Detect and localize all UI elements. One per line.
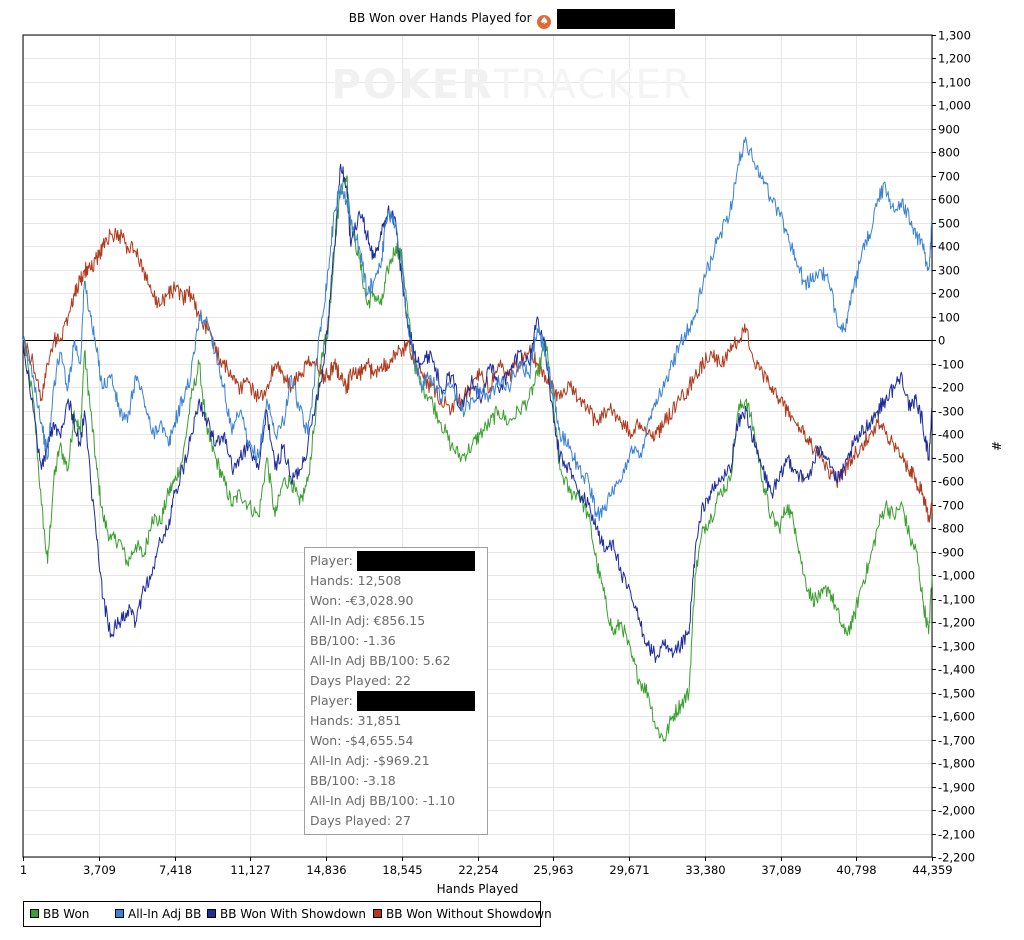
legend-item-without-showdown[interactable]: BB Won Without Showdown <box>373 907 552 921</box>
x-tick-label: 40,798 <box>836 863 876 877</box>
chart-title-text: BB Won over Hands Played for <box>348 11 532 25</box>
series-line-bb-won-with-showdown <box>22 163 933 663</box>
x-tick-label: 37,089 <box>761 863 801 877</box>
y-tick-label: -1,800 <box>938 757 975 771</box>
watermark-tracker: TRACKER <box>493 62 693 108</box>
tooltip-days-1: Days Played: 22 <box>310 673 411 688</box>
y-tick-label: -1,500 <box>938 687 975 701</box>
pokertracker-watermark: POKERTRACKER <box>0 62 1024 108</box>
y-tick-label: -800 <box>938 522 964 536</box>
redacted-player-2 <box>356 691 475 711</box>
tooltip-bb100-1: BB/100: -1.36 <box>310 633 396 648</box>
plot-border <box>22 34 933 858</box>
y-tick-label: -1,300 <box>938 640 975 654</box>
x-tick-label: 11,127 <box>230 863 270 877</box>
y-tick-label: 300 <box>938 264 960 278</box>
series-line-bb-won <box>22 175 933 742</box>
y-tick-label: 1,200 <box>938 52 971 66</box>
legend-item-with-showdown[interactable]: BB Won With Showdown <box>207 907 366 921</box>
axis-labels: -2,200 -2,100 -2,000 -1,900 -1,800 -1,700 -1,6… <box>20 29 1003 897</box>
y-tick-label: -2,100 <box>938 828 975 842</box>
x-tick-label: 22,254 <box>458 863 498 877</box>
y-tick-label: -1,600 <box>938 710 975 724</box>
tooltip-allin-bb100-1: All-In Adj BB/100: 5.62 <box>310 653 451 668</box>
y-tick-label: -1,700 <box>938 734 975 748</box>
y-tick-label: -2,000 <box>938 804 975 818</box>
tooltip-won-2: Won: -$4,655.54 <box>310 733 414 748</box>
redacted-player-1 <box>356 551 475 571</box>
legend-swatch-without-showdown <box>373 909 382 918</box>
tooltip-hands-1: Hands: 12,508 <box>310 573 402 588</box>
y-tick-label: 800 <box>938 146 960 160</box>
tooltip-days-2: Days Played: 27 <box>310 813 411 828</box>
x-tick-label: 7,418 <box>159 863 192 877</box>
spade-icon: ♠ <box>537 15 552 29</box>
tooltip-allin-adj-2: All-In Adj: -$969.21 <box>310 753 430 768</box>
x-tick-label: 25,963 <box>533 863 573 877</box>
y-tick-label: 900 <box>938 123 960 137</box>
y-tick-label: -100 <box>938 358 964 372</box>
tooltip-allin-adj-1: All-In Adj: €856.15 <box>310 613 426 628</box>
legend-item-all-in-adj[interactable]: All-In Adj BB <box>115 907 201 921</box>
axes <box>22 34 936 861</box>
y-tick-label: -1,200 <box>938 616 975 630</box>
x-tick-label: 14,836 <box>306 863 346 877</box>
y-tick-label: 200 <box>938 287 960 301</box>
x-tick-label: 3,709 <box>83 863 116 877</box>
y-axis-title: # <box>989 441 1003 451</box>
x-tick-label: 44,359 <box>912 863 952 877</box>
y-tick-label: 1,000 <box>938 99 971 113</box>
y-tick-label: -600 <box>938 475 964 489</box>
redacted-player-name <box>557 8 676 29</box>
x-tick-label: 33,380 <box>685 863 725 877</box>
legend-swatch-bb-won <box>30 909 39 918</box>
series-group <box>22 136 933 742</box>
tooltip-player-2: Player: <box>310 691 487 711</box>
stats-tooltip: Player: Hands: 12,508 Won: -€3,028.90 Al… <box>304 547 488 835</box>
y-tick-label: 100 <box>938 311 960 325</box>
y-tick-label: 1,100 <box>938 76 971 90</box>
watermark-poker: POKER <box>331 62 494 108</box>
y-tick-label: 0 <box>938 334 945 348</box>
tooltip-won-1: Won: -€3,028.90 <box>310 593 414 608</box>
y-tick-label: -700 <box>938 499 964 513</box>
y-tick-label: 500 <box>938 217 960 231</box>
tooltip-bb100-2: BB/100: -3.18 <box>310 773 396 788</box>
tooltip-player-1: Player: <box>310 551 487 571</box>
y-tick-label: -2,200 <box>938 851 975 865</box>
legend-swatch-all-in-adj <box>115 909 124 918</box>
series-line-all-in-adj-bb <box>22 136 933 522</box>
y-tick-label: -1,400 <box>938 663 975 677</box>
y-tick-label: -900 <box>938 546 964 560</box>
legend-item-bb-won[interactable]: BB Won <box>30 907 89 921</box>
x-tick-label: 1 <box>20 863 27 877</box>
y-tick-label: 1,300 <box>938 29 971 43</box>
y-tick-label: -500 <box>938 452 964 466</box>
y-tick-label: -400 <box>938 428 964 442</box>
x-axis-title: Hands Played <box>437 882 519 896</box>
tooltip-allin-bb100-2: All-In Adj BB/100: -1.10 <box>310 793 456 808</box>
tooltip-hands-2: Hands: 31,851 <box>310 713 402 728</box>
x-tick-label: 29,671 <box>609 863 649 877</box>
legend-swatch-with-showdown <box>207 909 216 918</box>
x-tick-label: 18,545 <box>382 863 422 877</box>
y-tick-label: -300 <box>938 405 964 419</box>
y-tick-label: -200 <box>938 381 964 395</box>
legend: BB Won All-In Adj BB BB Won With Showdow… <box>23 901 552 927</box>
y-tick-label: 700 <box>938 170 960 184</box>
series-line-bb-won-without-showdown <box>22 227 933 523</box>
y-tick-label: -1,000 <box>938 569 975 583</box>
y-tick-label: -1,100 <box>938 593 975 607</box>
y-tick-label: 400 <box>938 240 960 254</box>
y-tick-label: -1,900 <box>938 781 975 795</box>
chart-title: BB Won over Hands Played for ♠ <box>0 8 1024 29</box>
y-tick-label: 600 <box>938 193 960 207</box>
